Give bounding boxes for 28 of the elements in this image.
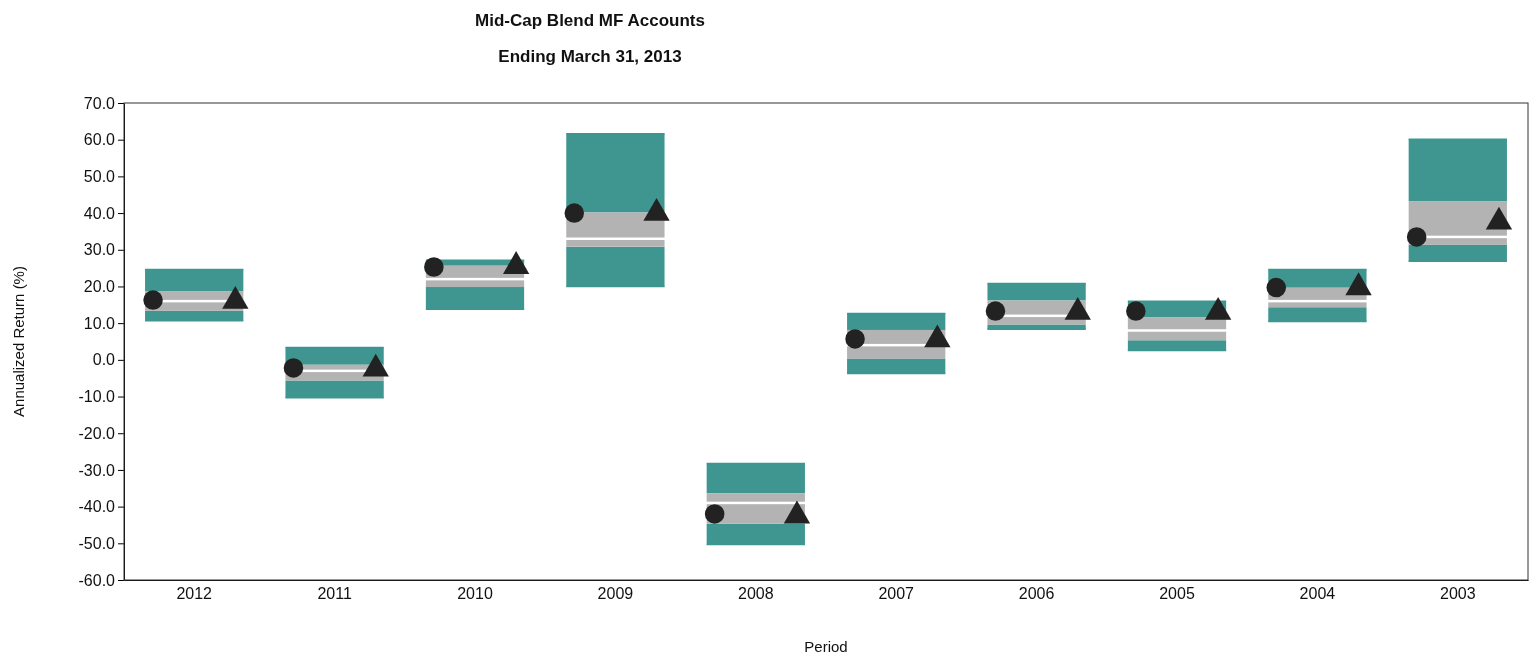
y-tick-label: 40.0 [83,204,116,222]
x-tick-label: 2012 [176,585,213,603]
x-tick-label: 2006 [1018,585,1055,603]
y-tick-label: -60.0 [78,571,116,589]
x-axis-title: Period [804,638,848,655]
y-axis-title: Annualized Return (%) [10,266,27,417]
y-tick-label: 0.0 [92,351,116,369]
y-tick-label: 70.0 [83,94,116,112]
x-tick-label: 2010 [457,585,493,603]
y-tick-label: 30.0 [83,241,116,259]
x-tick-label: 2011 [317,585,352,603]
y-tick-label: 50.0 [83,168,116,185]
x-tick-label: 2008 [738,585,774,603]
x-tick-label: 2009 [597,585,634,603]
y-tick-label: -20.0 [78,424,116,442]
x-tick-label: 2004 [1299,585,1336,603]
x-tick-label: 2005 [1159,585,1195,603]
x-tick-label: 2007 [878,585,915,603]
chart-title: Mid-Cap Blend MF Accounts [475,11,705,30]
y-tick-label: 10.0 [83,314,116,332]
y-tick-label: 60.0 [83,131,116,149]
y-tick-label: -50.0 [78,534,116,552]
chart-subtitle: Ending March 31, 2013 [498,47,682,66]
x-tick-label: 2003 [1440,585,1476,603]
y-tick-label: -40.0 [78,498,116,516]
y-tick-label: -10.0 [78,388,116,406]
y-tick-label: 20.0 [83,278,116,296]
y-tick-label: -30.0 [78,461,116,479]
